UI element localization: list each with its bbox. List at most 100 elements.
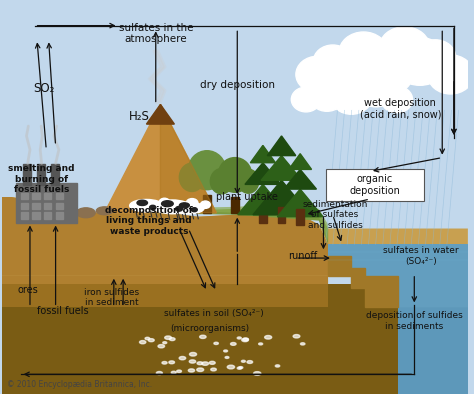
Ellipse shape (145, 337, 150, 340)
Circle shape (330, 79, 373, 114)
Ellipse shape (162, 362, 167, 364)
Bar (44, 203, 51, 209)
Text: H₂S: H₂S (129, 110, 150, 123)
Ellipse shape (150, 205, 156, 210)
Bar (55, 212, 63, 219)
Circle shape (322, 48, 374, 92)
Polygon shape (284, 169, 317, 189)
Ellipse shape (239, 366, 243, 369)
Text: runoff: runoff (288, 251, 317, 261)
Ellipse shape (156, 372, 163, 375)
Ellipse shape (254, 372, 261, 375)
Bar (44, 193, 51, 199)
Ellipse shape (188, 151, 226, 190)
Ellipse shape (177, 370, 182, 372)
Ellipse shape (237, 337, 241, 339)
Polygon shape (261, 156, 302, 180)
Ellipse shape (137, 200, 147, 206)
Circle shape (310, 82, 345, 111)
Text: iron sulfides
in sediment: iron sulfides in sediment (84, 288, 139, 307)
Polygon shape (267, 136, 296, 156)
Polygon shape (160, 104, 216, 213)
Polygon shape (132, 205, 328, 240)
Circle shape (379, 27, 430, 70)
Ellipse shape (201, 201, 210, 208)
Circle shape (415, 40, 456, 74)
Bar (55, 193, 63, 199)
Ellipse shape (162, 201, 173, 207)
Polygon shape (277, 189, 323, 217)
Ellipse shape (293, 335, 300, 338)
Bar (21, 203, 28, 209)
Circle shape (292, 87, 321, 112)
Text: fossil fuels: fossil fuels (37, 306, 88, 316)
Text: (microorganisms): (microorganisms) (170, 325, 249, 333)
Ellipse shape (173, 202, 204, 214)
Ellipse shape (164, 336, 172, 339)
Ellipse shape (242, 338, 248, 342)
Circle shape (373, 76, 401, 100)
Circle shape (428, 55, 474, 94)
Ellipse shape (214, 342, 219, 344)
Bar (37, 164, 46, 185)
Polygon shape (259, 207, 267, 223)
Ellipse shape (209, 361, 215, 364)
Circle shape (353, 44, 415, 96)
Text: organic
deposition: organic deposition (349, 175, 400, 196)
Circle shape (313, 45, 352, 78)
Bar (21, 212, 28, 219)
Ellipse shape (264, 336, 272, 339)
Text: sedimentation
of sulfates
and sulfides: sedimentation of sulfates and sulfides (302, 200, 368, 230)
Ellipse shape (200, 335, 206, 338)
Ellipse shape (210, 169, 233, 194)
Polygon shape (231, 197, 239, 213)
Ellipse shape (139, 340, 146, 344)
Ellipse shape (275, 365, 280, 367)
Text: sulfates in soil (SO₄²⁻): sulfates in soil (SO₄²⁻) (164, 309, 264, 318)
Circle shape (339, 32, 388, 74)
Polygon shape (253, 180, 310, 215)
Ellipse shape (163, 342, 167, 344)
Text: decomposition of
living things and
waste products: decomposition of living things and waste… (105, 206, 192, 236)
Polygon shape (203, 195, 211, 213)
Bar (44, 212, 51, 219)
Ellipse shape (191, 208, 197, 212)
Polygon shape (278, 207, 285, 223)
Ellipse shape (211, 368, 216, 371)
Bar (23, 164, 31, 185)
Bar (32, 193, 40, 199)
Ellipse shape (238, 169, 259, 193)
Bar (32, 193, 40, 199)
Circle shape (392, 37, 448, 85)
Bar (21, 203, 28, 209)
Ellipse shape (60, 211, 74, 218)
Circle shape (348, 67, 383, 97)
Circle shape (381, 86, 412, 113)
Ellipse shape (158, 344, 164, 348)
Bar (32, 212, 40, 219)
Text: smelting and
burning of
fossil fuels: smelting and burning of fossil fuels (9, 164, 75, 194)
Polygon shape (296, 209, 304, 225)
Ellipse shape (96, 207, 113, 215)
Polygon shape (238, 184, 288, 215)
Circle shape (356, 74, 395, 107)
Bar (44, 203, 51, 209)
Text: wet deposition
(acid rain, snow): wet deposition (acid rain, snow) (360, 98, 441, 119)
Circle shape (296, 56, 339, 93)
Text: sulfates in the
atmosphere: sulfates in the atmosphere (118, 23, 193, 44)
Text: SO₂: SO₂ (33, 82, 55, 95)
Polygon shape (146, 104, 174, 124)
Ellipse shape (189, 360, 196, 363)
Bar (55, 203, 63, 209)
Bar (55, 203, 63, 209)
FancyBboxPatch shape (326, 169, 424, 201)
Ellipse shape (130, 199, 163, 212)
Polygon shape (2, 276, 328, 284)
Polygon shape (250, 145, 275, 163)
Circle shape (321, 71, 354, 99)
Ellipse shape (202, 362, 209, 365)
Ellipse shape (175, 206, 182, 211)
Bar (351, 268, 365, 288)
Bar (21, 212, 28, 219)
Ellipse shape (237, 367, 242, 369)
